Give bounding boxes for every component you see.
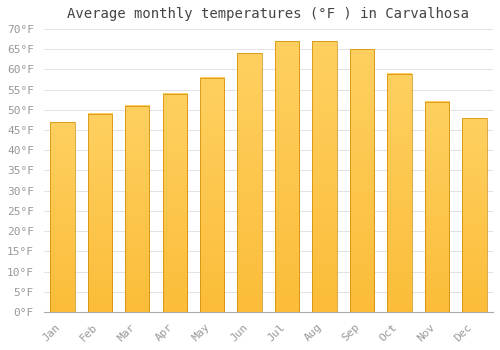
Bar xyxy=(350,49,374,312)
Bar xyxy=(200,78,224,312)
Bar xyxy=(275,41,299,312)
Bar xyxy=(238,53,262,312)
Bar xyxy=(162,94,187,312)
Bar xyxy=(88,114,112,312)
Bar xyxy=(462,118,486,312)
Bar xyxy=(50,122,74,312)
Bar xyxy=(424,102,449,312)
Bar xyxy=(125,106,150,312)
Title: Average monthly temperatures (°F ) in Carvalhosa: Average monthly temperatures (°F ) in Ca… xyxy=(68,7,469,21)
Bar xyxy=(312,41,336,312)
Bar xyxy=(388,74,411,312)
